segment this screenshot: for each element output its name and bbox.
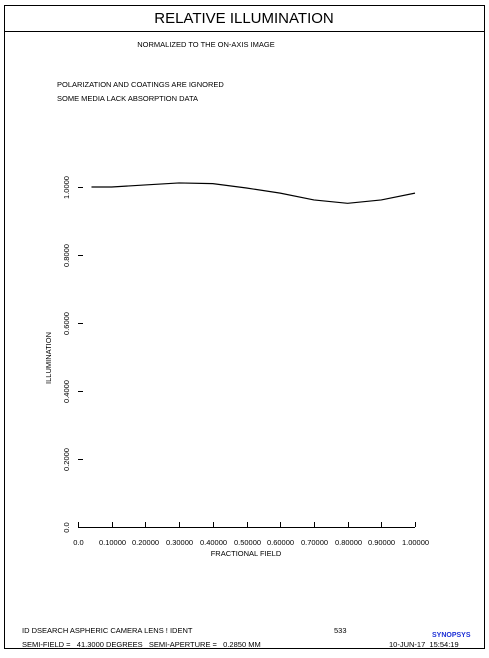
line — [91, 182, 416, 204]
annotation: SOME MEDIA LACK ABSORPTION DATA — [57, 94, 198, 103]
x-tick-label: 0.50000 — [234, 538, 261, 547]
frame — [4, 5, 485, 649]
x-tick-label: 1.00000 — [402, 538, 429, 547]
y-tick-label: 0.8000 — [62, 244, 71, 267]
y-axis-label: ILLUMINATION — [44, 332, 53, 384]
footer-number: 533 — [334, 626, 347, 635]
x-tick-label: 0.60000 — [267, 538, 294, 547]
footer-logo: SYNOPSYS — [432, 632, 471, 639]
x-tick-label: 0.40000 — [200, 538, 227, 547]
x-tick-label: 0.70000 — [301, 538, 328, 547]
chart-title: RELATIVE ILLUMINATION — [154, 10, 333, 27]
x-tick-label: 0.0 — [73, 538, 83, 547]
x-tick-label: 0.30000 — [166, 538, 193, 547]
y-tick-label: 0.2000 — [62, 448, 71, 471]
x-tick-label: 0.20000 — [132, 538, 159, 547]
x-tick-label: 0.10000 — [99, 538, 126, 547]
y-tick-label: 1.0000 — [62, 176, 71, 199]
footer-date: 10-JUN-17 15:54:19 — [389, 640, 459, 649]
y-tick-label: 0.4000 — [62, 380, 71, 403]
x-tick-label: 0.90000 — [368, 538, 395, 547]
annotation: POLARIZATION AND COATINGS ARE IGNORED — [57, 80, 224, 89]
x-tick-label: 0.80000 — [335, 538, 362, 547]
y-tick-label: 0.0 — [62, 522, 71, 532]
footer-field: SEMI-FIELD = 41.3000 DEGREES SEMI-APERTU… — [22, 640, 261, 649]
subtitle: NORMALIZED TO THE ON-AXIS IMAGE — [137, 40, 275, 49]
x-axis-label: FRACTIONAL FIELD — [211, 549, 282, 558]
y-tick-label: 0.6000 — [62, 312, 71, 335]
footer-lens: ID DSEARCH ASPHERIC CAMERA LENS ! IDENT — [22, 626, 193, 635]
